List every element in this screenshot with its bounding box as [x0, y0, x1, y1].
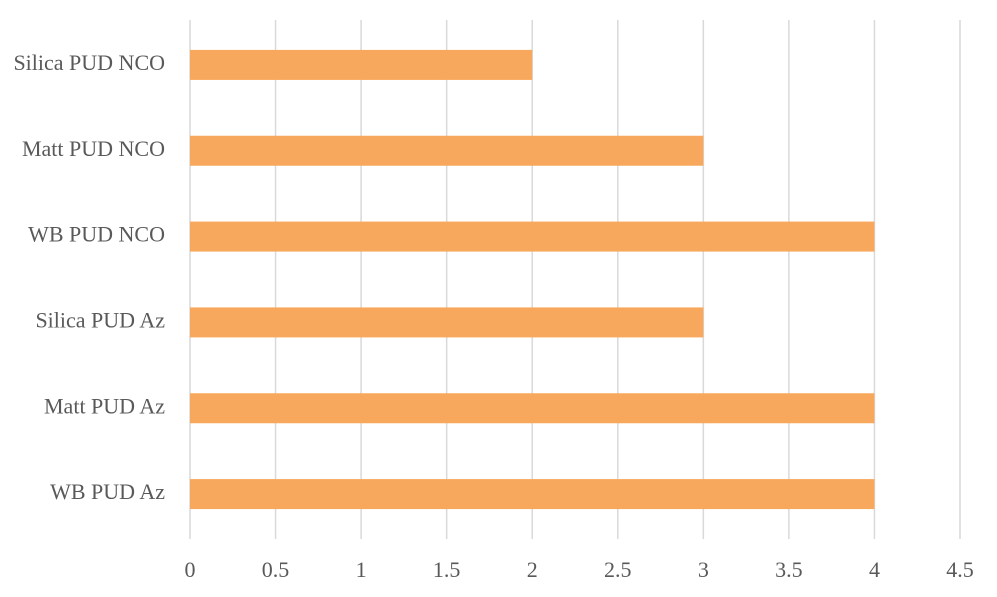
x-tick-label: 2.5: [604, 557, 632, 582]
y-tick-label: Silica PUD Az: [35, 307, 165, 332]
y-tick-label: WB PUD NCO: [28, 222, 165, 247]
x-tick-label: 0.5: [262, 557, 290, 582]
bar: [190, 221, 875, 252]
y-tick-label: Matt PUD NCO: [22, 136, 165, 161]
x-tick-label: 2: [527, 557, 538, 582]
x-tick-label: 0: [185, 557, 196, 582]
x-tick-label: 3: [698, 557, 709, 582]
x-tick-label: 1.5: [433, 557, 461, 582]
y-tick-label: Silica PUD NCO: [13, 50, 165, 75]
bar: [190, 307, 704, 338]
bar: [190, 479, 875, 510]
x-tick-label: 1: [356, 557, 367, 582]
x-tick-label: 4: [869, 557, 880, 582]
y-tick-label: WB PUD Az: [50, 479, 165, 504]
bar: [190, 49, 533, 80]
bar: [190, 393, 875, 424]
bar: [190, 135, 704, 166]
x-tick-label: 4.5: [946, 557, 974, 582]
y-tick-label: Matt PUD Az: [44, 393, 165, 418]
x-tick-label: 3.5: [775, 557, 803, 582]
